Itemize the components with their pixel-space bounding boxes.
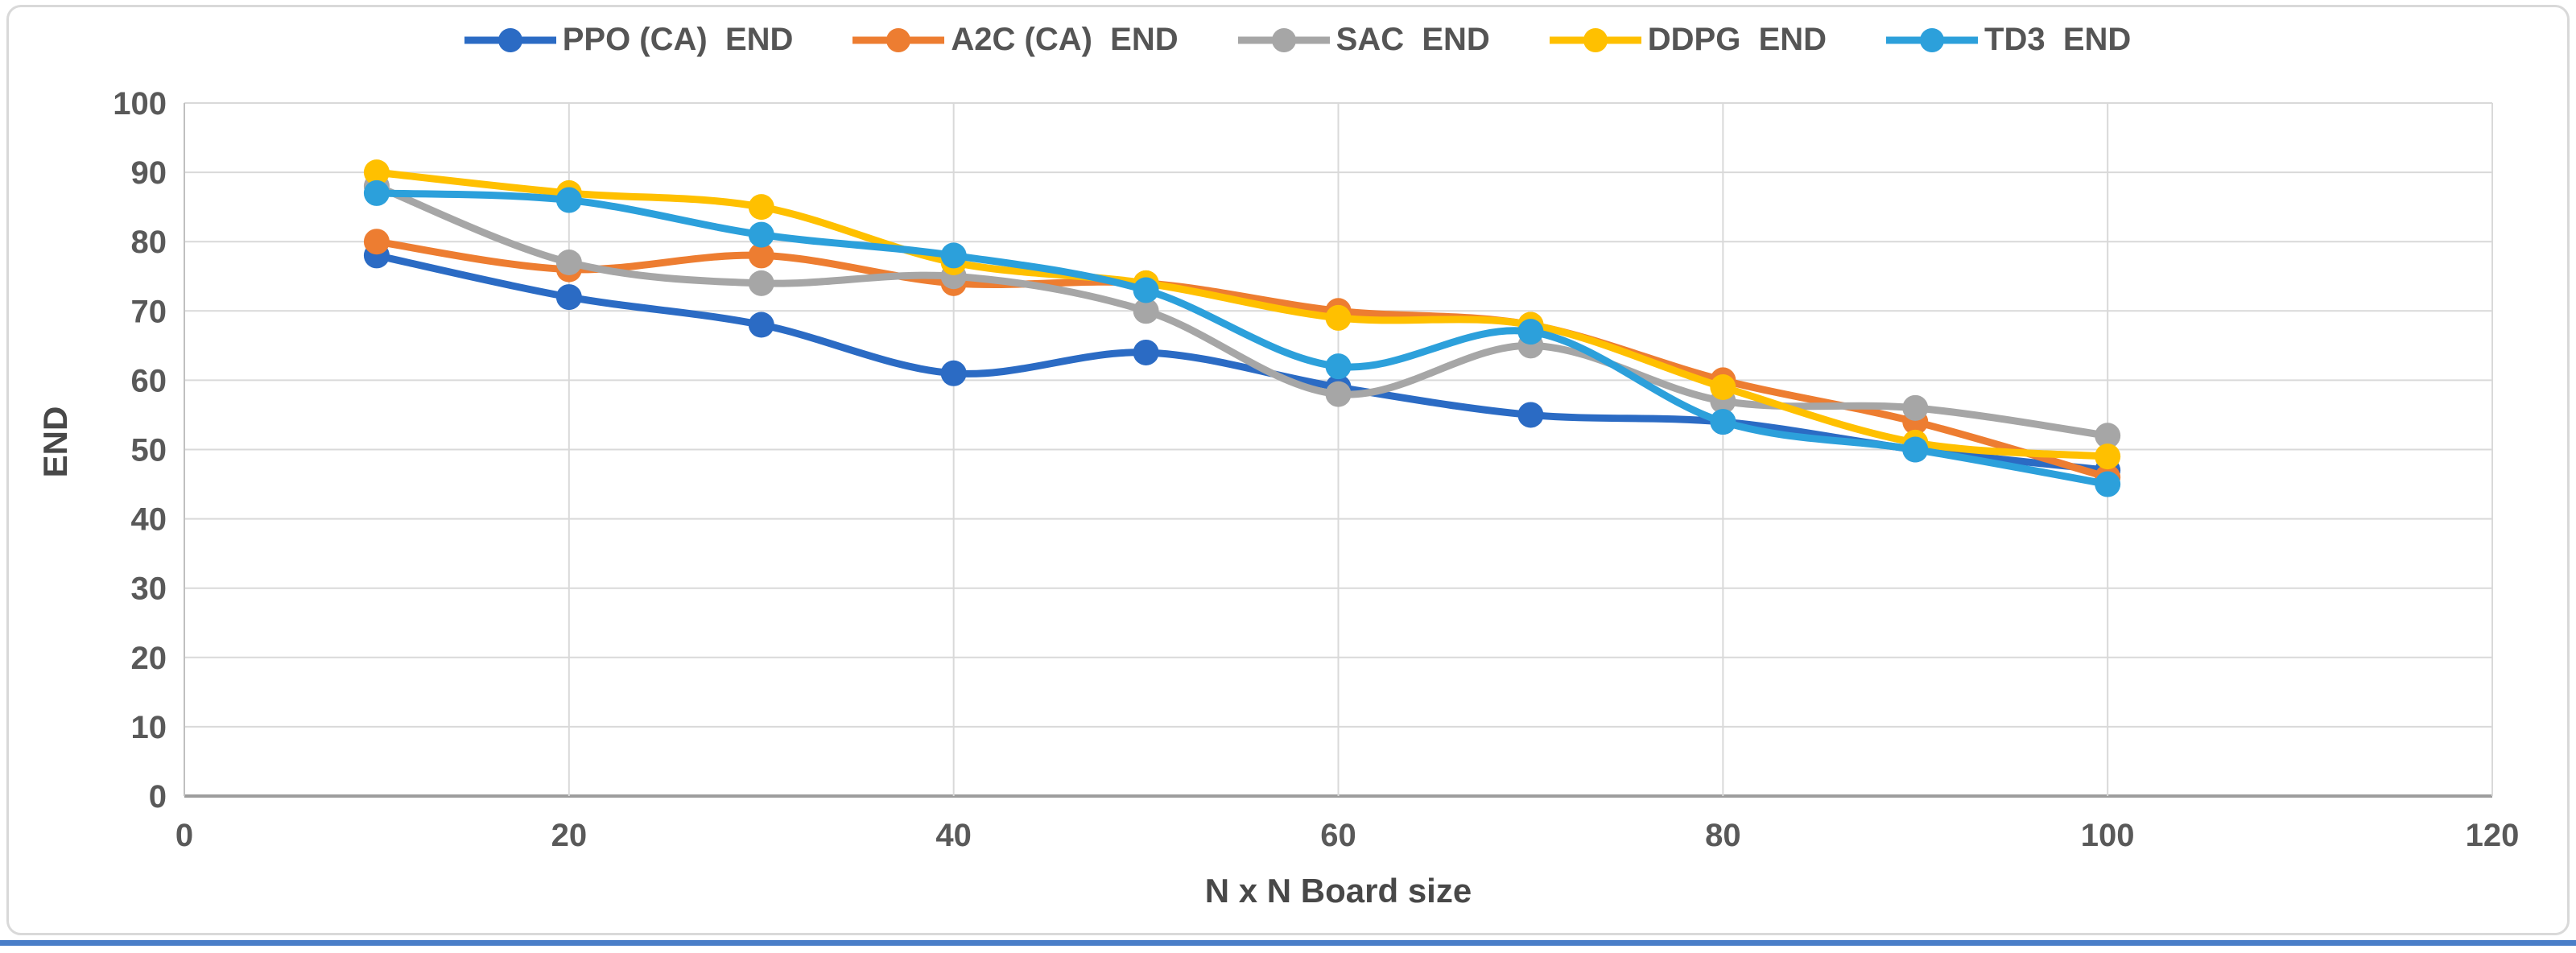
x-tick-label-40: 40 (935, 818, 972, 853)
series-0-point-2 (748, 311, 774, 338)
legend-label-0: PPO (CA) END (562, 22, 794, 57)
series-4-point-5 (1325, 353, 1352, 380)
series-2-point-9 (2095, 423, 2121, 449)
line-chart-canvas: 0 10 20 30 40 50 60 70 80 90 100 0 20 40 60 80 100 120 (113, 86, 2520, 853)
series-2-point-5 (1325, 381, 1352, 407)
series-line-4 (373, 189, 2112, 489)
series-4-point-0 (363, 179, 390, 206)
series-4-point-2 (748, 221, 774, 248)
y-tick-label-40: 40 (131, 502, 167, 538)
x-tick-label-20: 20 (551, 818, 588, 853)
series-0-point-4 (1133, 339, 1159, 365)
series-line-0 (373, 251, 2112, 474)
y-tick-label-60: 60 (131, 363, 167, 398)
legend-marker-icon (1549, 27, 1641, 52)
legend-item-3: DDPG END (1548, 22, 1827, 58)
series-2-point-4 (1133, 298, 1159, 324)
chart-legend: PPO (CA) END A2C (CA) END SAC END DDPG END T… (9, 22, 2576, 58)
y-tick-label-100: 100 (113, 86, 167, 122)
series-line-1 (373, 237, 2112, 481)
x-tick-label-60: 60 (1320, 818, 1356, 853)
y-tick-label-50: 50 (131, 433, 167, 468)
y-tick-label-30: 30 (131, 571, 167, 607)
y-tick-label-0: 0 (149, 779, 167, 815)
series-line-2 (373, 182, 2112, 439)
series-2-point-8 (1902, 394, 1929, 421)
legend-label-4: TD3 END (1984, 22, 2132, 57)
series-3-point-0 (363, 159, 390, 186)
x-tick-label-0: 0 (175, 818, 193, 853)
y-tick-label-80: 80 (131, 225, 167, 260)
y-tick-label-70: 70 (131, 294, 167, 329)
legend-label-2: SAC END (1335, 22, 1490, 57)
series-4-point-9 (2095, 471, 2121, 497)
series-0-point-6 (1517, 402, 1544, 428)
series-3-point-2 (748, 194, 774, 221)
x-tick-label-80: 80 (1705, 818, 1741, 853)
series-3-point-7 (1710, 374, 1736, 401)
bottom-accent-strip (0, 940, 2576, 946)
y-tick-label-20: 20 (131, 641, 167, 676)
y-tick-label-10: 10 (131, 710, 167, 745)
legend-marker-icon (1237, 27, 1330, 52)
chart-figure: 0 10 20 30 40 50 60 70 80 90 100 0 20 40 60 80 100 120 PP… (6, 5, 2570, 935)
series-3-point-9 (2095, 443, 2121, 470)
legend-marker-icon (1886, 27, 1979, 52)
legend-item-2: SAC END (1236, 22, 1490, 58)
x-axis-title: N x N Board size (1204, 872, 1472, 910)
series-4-point-6 (1517, 319, 1544, 345)
legend-label-1: A2C (CA) END (951, 22, 1179, 57)
series-0-point-1 (555, 284, 582, 311)
x-tick-label-120: 120 (2466, 818, 2520, 853)
series-2-point-1 (555, 250, 582, 276)
series-4-point-4 (1133, 277, 1159, 303)
series-4-point-7 (1710, 409, 1736, 435)
legend-marker-icon (464, 27, 556, 52)
series-4-point-1 (555, 187, 582, 213)
series-line-3 (373, 168, 2112, 460)
legend-marker-icon (852, 27, 945, 52)
y-tick-label-90: 90 (131, 155, 167, 191)
legend-item-1: A2C (CA) END (851, 22, 1179, 58)
x-tick-label-100: 100 (2081, 818, 2135, 853)
legend-label-3: DDPG END (1647, 22, 1827, 57)
series-4-point-3 (940, 242, 967, 269)
series-4-point-8 (1902, 436, 1929, 463)
legend-item-0: PPO (CA) END (463, 22, 794, 58)
series-1-point-0 (363, 229, 390, 255)
legend-item-4: TD3 END (1885, 22, 2131, 58)
y-axis-title: END (36, 406, 74, 478)
series-2-point-2 (748, 270, 774, 296)
series-0-point-3 (940, 360, 967, 386)
series-1-point-2 (748, 242, 774, 269)
series-3-point-5 (1325, 304, 1352, 331)
